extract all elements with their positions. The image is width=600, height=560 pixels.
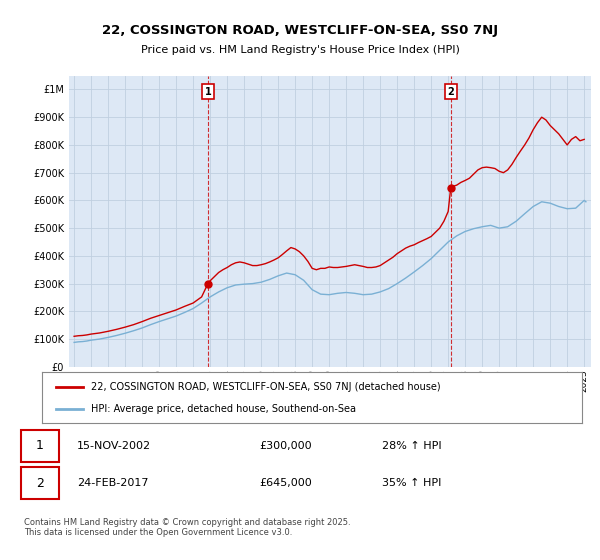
Text: £300,000: £300,000 bbox=[259, 441, 311, 451]
Text: Contains HM Land Registry data © Crown copyright and database right 2025.
This d: Contains HM Land Registry data © Crown c… bbox=[24, 518, 350, 538]
Text: 2: 2 bbox=[36, 477, 44, 490]
Text: 22, COSSINGTON ROAD, WESTCLIFF-ON-SEA, SS0 7NJ: 22, COSSINGTON ROAD, WESTCLIFF-ON-SEA, S… bbox=[102, 24, 498, 38]
Text: 24-FEB-2017: 24-FEB-2017 bbox=[77, 478, 148, 488]
Text: 28% ↑ HPI: 28% ↑ HPI bbox=[382, 441, 442, 451]
Text: Price paid vs. HM Land Registry's House Price Index (HPI): Price paid vs. HM Land Registry's House … bbox=[140, 45, 460, 55]
Text: 22, COSSINGTON ROAD, WESTCLIFF-ON-SEA, SS0 7NJ (detached house): 22, COSSINGTON ROAD, WESTCLIFF-ON-SEA, S… bbox=[91, 381, 440, 391]
Text: 35% ↑ HPI: 35% ↑ HPI bbox=[382, 478, 442, 488]
Text: HPI: Average price, detached house, Southend-on-Sea: HPI: Average price, detached house, Sout… bbox=[91, 404, 356, 414]
Text: 15-NOV-2002: 15-NOV-2002 bbox=[77, 441, 151, 451]
Text: £645,000: £645,000 bbox=[259, 478, 312, 488]
FancyBboxPatch shape bbox=[21, 467, 59, 500]
Text: 1: 1 bbox=[36, 439, 44, 452]
Text: 1: 1 bbox=[205, 87, 211, 97]
Text: 2: 2 bbox=[448, 87, 454, 97]
FancyBboxPatch shape bbox=[21, 430, 59, 461]
